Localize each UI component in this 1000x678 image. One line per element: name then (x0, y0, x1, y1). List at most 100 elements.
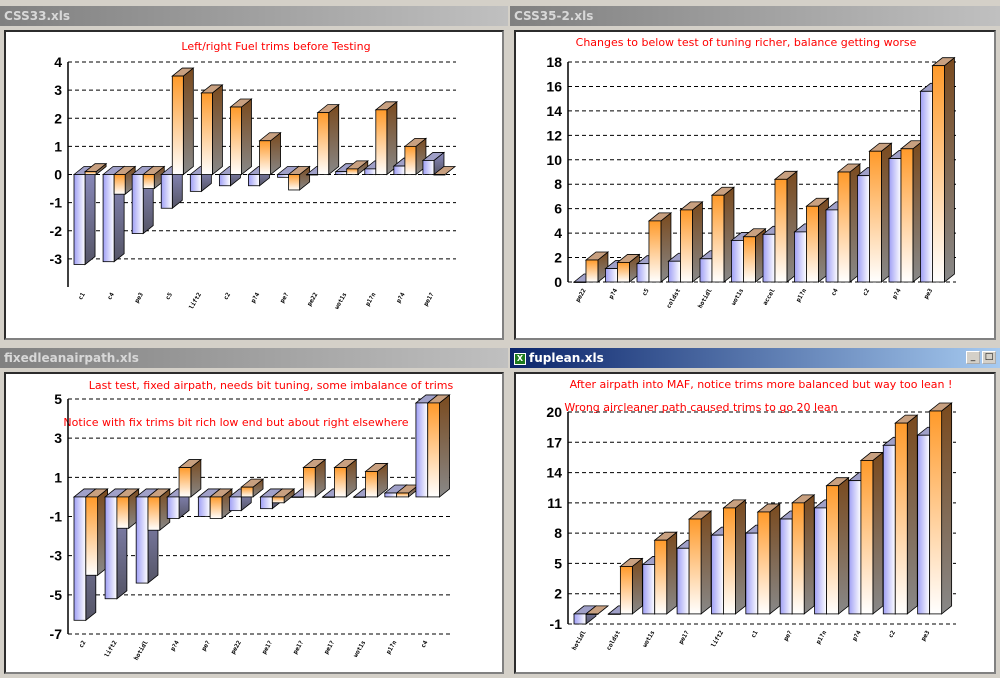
maximize-button[interactable]: □ (982, 351, 996, 364)
window-title-bar[interactable]: fixedleanairpath.xls (0, 348, 508, 368)
bar-right (647, 212, 673, 283)
chart-area: Left/right Fuel trims before Testing -3 -2… (4, 30, 504, 340)
x-tick-label: c5 (164, 291, 174, 301)
bar-left (72, 165, 97, 266)
chart-title: After airpath into MAF, notice trims mor… (570, 378, 953, 391)
x-tick-label: lift2 (104, 639, 119, 658)
bar-right (894, 414, 919, 615)
bar-right (868, 142, 893, 283)
y-tick-label: -1 (50, 195, 63, 211)
y-tick-label: 10 (546, 152, 562, 168)
y-tick-label: 8 (554, 525, 562, 541)
y-tick-label: -3 (50, 548, 63, 564)
bar-right (899, 139, 925, 283)
chart-annotation: Wrong aircleaner path caused trims to go… (564, 401, 837, 414)
y-tick-label: 2 (554, 250, 562, 266)
x-tick-label: wot1s (352, 639, 367, 658)
chart-area: Changes to below test of tuning richer, … (514, 30, 996, 340)
x-tick-label: p?4 (250, 291, 262, 304)
window-title: CSS33.xls (4, 9, 71, 23)
y-tick-label: 3 (54, 82, 62, 98)
bar-right (805, 197, 830, 283)
chart-area: After airpath into MAF, notice trims mor… (514, 372, 996, 674)
chart-fuplean: After airpath into MAF, notice trims mor… (546, 378, 956, 652)
bar-right (345, 160, 369, 176)
bar-right (83, 162, 108, 176)
bar-right (931, 56, 956, 283)
x-tick-label: p1?n (795, 287, 808, 303)
window-css33: CSS33.xls Left/right Fuel trims before T… (0, 6, 508, 344)
bar-right (374, 100, 399, 176)
x-tick-label: p?4 (851, 629, 863, 642)
window-fixedleanairpath: fixedleanairpath.xls Last test, fixed ai… (0, 348, 508, 678)
bar-right (928, 402, 953, 615)
bar-right (687, 510, 713, 615)
x-tick-label: c2 (222, 291, 232, 301)
minimize-button[interactable]: _ (966, 351, 980, 364)
x-tick-label: pe3 (133, 291, 145, 304)
y-tick-label: 17 (546, 434, 562, 450)
bar-right (142, 165, 166, 190)
chart-title: Left/right Fuel trims before Testing (181, 40, 370, 53)
bar-right (584, 251, 610, 283)
x-tick-label: pe1? (323, 639, 336, 655)
x-tick-label: c1 (77, 291, 87, 301)
bar-right (364, 462, 389, 498)
bar-right (426, 394, 451, 498)
x-tick-label: pe? (200, 639, 212, 652)
window-title: fuplean.xls (529, 351, 604, 365)
chart-title: Last test, fixed airpath, needs bit tuni… (89, 379, 454, 392)
bar-left (421, 151, 446, 176)
x-tick-label: c2 (862, 287, 872, 297)
bar-right (200, 84, 224, 176)
x-tick-label: coldst (665, 287, 682, 310)
y-tick-label: 14 (546, 103, 562, 119)
x-tick-label: coldst (605, 629, 622, 652)
x-tick-label: c1 (750, 629, 760, 639)
x-tick-label: lift2 (188, 291, 203, 310)
x-tick-label: hotidl (571, 629, 588, 652)
x-tick-label: p1?n (364, 291, 377, 307)
bar-right (302, 458, 327, 498)
chart-fixedleanairpath: Last test, fixed airpath, needs bit tuni… (50, 379, 454, 662)
chart-annotation: Notice with fix trims bit rich low end b… (63, 416, 408, 429)
y-tick-label: 20 (546, 404, 562, 420)
window-title: CSS35-2.xls (514, 9, 594, 23)
y-tick-label: 1 (54, 138, 62, 154)
y-tick-label: 18 (546, 54, 562, 70)
bar-right (679, 201, 704, 283)
y-tick-label: 0 (554, 274, 562, 290)
y-tick-label: -1 (50, 509, 63, 525)
x-tick-label: pe? (279, 291, 291, 304)
window-title-bar[interactable]: CSS33.xls (0, 6, 508, 26)
x-tick-label: pe22 (574, 287, 587, 303)
x-tick-label: c2 (78, 639, 88, 649)
bar-right (333, 458, 358, 498)
bar-right (836, 163, 862, 283)
y-tick-label: 2 (54, 110, 62, 126)
x-tick-label: hotidl (133, 639, 150, 662)
x-tick-label: pe1? (292, 639, 305, 655)
bar-right (653, 531, 678, 615)
x-tick-label: p?4 (169, 639, 181, 652)
x-tick-label: wot1s (333, 291, 348, 310)
y-tick-label: 16 (546, 78, 562, 94)
x-tick-label: p1?n (385, 639, 398, 655)
bar-right (791, 494, 816, 615)
chart-title: Changes to below test of tuning richer, … (576, 36, 917, 49)
bar-right (171, 67, 195, 176)
x-tick-label: wot1s (730, 287, 745, 306)
y-tick-label: 2 (554, 586, 562, 602)
chart-css35-2: Changes to below test of tuning richer, … (546, 36, 956, 310)
y-tick-label: 5 (554, 555, 562, 571)
x-tick-label: pe1? (422, 291, 435, 307)
x-tick-label: p?4 (395, 291, 407, 304)
x-tick-label: p?4 (891, 287, 903, 300)
x-tick-label: pe1? (261, 639, 274, 655)
bar-right (287, 165, 311, 191)
bar-right (859, 451, 885, 615)
x-tick-label: c4 (830, 287, 840, 297)
window-title-bar[interactable]: CSS35-2.xls (510, 6, 1000, 26)
bar-right (146, 488, 171, 532)
